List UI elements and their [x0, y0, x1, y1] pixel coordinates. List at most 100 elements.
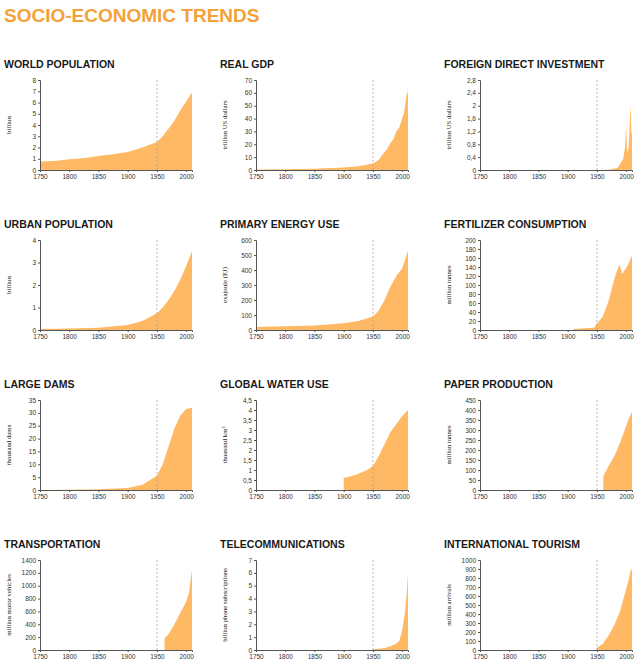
area	[165, 570, 192, 650]
y-tick-mark	[38, 159, 40, 160]
x-axis: 175018001850190019502000	[249, 170, 410, 180]
plot-area	[256, 86, 408, 170]
x-axis: 175018001850190019502000	[33, 490, 194, 500]
x-tick-label: 1850	[308, 173, 323, 180]
y-tick: 1,5	[243, 457, 256, 464]
y-tick-label: 400	[465, 611, 476, 618]
y-tick-label: 70	[245, 77, 253, 84]
x-tick-label: 1800	[62, 653, 77, 660]
x-tick-label: 1950	[590, 173, 605, 180]
y-tick: 200	[465, 629, 480, 636]
y-tick-label: 10	[29, 461, 37, 468]
y-tick: 800	[25, 595, 40, 602]
y-axis-line	[38, 561, 41, 651]
x-tick: 1900	[121, 170, 136, 180]
x-tick-label: 1950	[366, 653, 381, 660]
y-tick-mark	[478, 144, 480, 145]
y-tick-label: 700	[465, 584, 476, 591]
y-tick-mark	[254, 624, 256, 625]
y-tick-mark	[254, 637, 256, 638]
panel: URBAN POPULATIONbillion01234175018001850…	[4, 218, 194, 340]
y-tick-mark	[478, 285, 480, 286]
y-tick-mark	[478, 420, 480, 421]
y-tick-mark	[38, 464, 40, 465]
y-tick-label: 4	[248, 595, 252, 602]
y-tick: 4,5	[243, 397, 256, 404]
x-tick: 1800	[502, 490, 517, 500]
y-axis: 020406080100120140160180200	[465, 237, 480, 334]
x-tick-label: 1850	[308, 493, 323, 500]
y-tick-mark	[254, 300, 256, 301]
x-tick: 1950	[366, 330, 381, 340]
y-tick-label: 180	[465, 246, 476, 253]
y-tick-mark	[254, 315, 256, 316]
x-axis: 175018001850190019502000	[473, 650, 634, 660]
reference-line	[596, 80, 597, 170]
y-tick: 1200	[22, 569, 40, 576]
area	[603, 412, 632, 490]
y-tick-mark	[254, 611, 256, 612]
y-tick-mark	[478, 321, 480, 322]
x-tick-label: 1750	[33, 333, 48, 340]
y-tick-mark	[254, 410, 256, 411]
y-tick-mark	[254, 285, 256, 286]
x-tick: 1900	[121, 330, 136, 340]
x-tick: 1950	[590, 650, 605, 660]
y-tick-label: 3	[248, 427, 252, 434]
x-tick: 1750	[33, 330, 48, 340]
y-tick-label: 20	[245, 141, 253, 148]
y-tick: 200	[465, 447, 480, 454]
y-tick-mark	[478, 560, 480, 561]
y-tick: 40	[245, 115, 256, 122]
y-axis: 0100200300400500600	[241, 237, 256, 334]
x-tick: 1850	[308, 330, 323, 340]
y-tick-mark	[478, 249, 480, 250]
plot-area	[344, 410, 408, 490]
x-tick-label: 1800	[62, 493, 77, 500]
y-tick: 450	[465, 397, 480, 404]
x-tick-label: 1900	[337, 333, 352, 340]
y-tick: 100	[465, 282, 480, 289]
y-tick: 50	[245, 102, 256, 109]
y-tick-mark	[38, 285, 40, 286]
y-tick: 2,8	[467, 77, 480, 84]
y-tick-mark	[254, 460, 256, 461]
x-tick: 1850	[308, 650, 323, 660]
y-tick-label: 25	[29, 422, 37, 429]
y-tick-mark	[254, 599, 256, 600]
y-tick: 2	[32, 144, 40, 151]
y-tick-mark	[38, 240, 40, 241]
x-tick: 2000	[179, 650, 194, 660]
y-tick-mark	[478, 440, 480, 441]
y-tick-mark	[478, 587, 480, 588]
y-tick: 1	[248, 467, 256, 474]
x-tick-label: 1950	[590, 493, 605, 500]
y-tick: 100	[465, 638, 480, 645]
x-tick: 1900	[337, 170, 352, 180]
y-tick-label: 0,8	[467, 141, 476, 148]
plot-area	[603, 412, 632, 490]
y-tick: 40	[469, 309, 480, 316]
y-tick-mark	[254, 80, 256, 81]
y-tick: 5	[32, 110, 40, 117]
y-axis-line	[38, 241, 41, 331]
panel-title: PAPER PRODUCTION	[444, 378, 553, 390]
x-tick-label: 1750	[473, 493, 488, 500]
x-tick: 1750	[473, 650, 488, 660]
y-tick-mark	[478, 330, 480, 331]
y-tick-mark	[254, 573, 256, 574]
x-tick-label: 2000	[179, 493, 194, 500]
y-tick-mark	[38, 637, 40, 638]
y-tick: 2	[32, 282, 40, 289]
y-tick: 900	[465, 566, 480, 573]
x-tick: 1750	[249, 650, 264, 660]
y-tick-label: 7	[32, 88, 36, 95]
y-axis-line	[38, 81, 41, 171]
reference-line	[372, 240, 373, 330]
area	[40, 408, 192, 490]
reference-line	[372, 560, 373, 650]
y-tick-mark	[38, 400, 40, 401]
y-axis-title: exajoule (EJ)	[221, 267, 229, 303]
x-tick-label: 1900	[561, 493, 576, 500]
y-tick: 2	[472, 102, 480, 109]
